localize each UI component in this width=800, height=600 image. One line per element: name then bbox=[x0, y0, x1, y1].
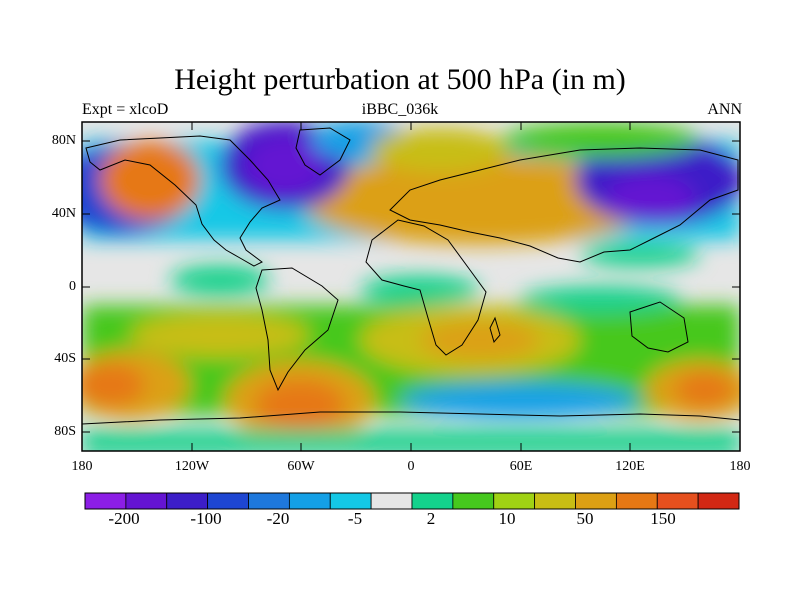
colorbar bbox=[84, 492, 740, 510]
colorbar-box bbox=[493, 492, 536, 510]
x-tick-label: 0 bbox=[407, 459, 415, 474]
colorbar-label: 50 bbox=[576, 509, 594, 528]
colorbar-label: -100 bbox=[190, 509, 222, 528]
x-tick-label: 120W bbox=[174, 459, 210, 474]
colorbar-frame bbox=[84, 492, 740, 510]
y-axis-ticks bbox=[82, 140, 740, 433]
x-tick-label: 120E bbox=[615, 459, 645, 474]
y-tick-label: 0 bbox=[69, 279, 76, 294]
colorbar-box bbox=[656, 492, 699, 510]
colorbar-box bbox=[84, 492, 127, 510]
colorbar-box bbox=[329, 492, 372, 510]
colorbar-box bbox=[125, 492, 168, 510]
colorbar-box bbox=[452, 492, 495, 510]
plot-title: Height perturbation at 500 hPa (in m) bbox=[174, 63, 626, 96]
case-label: iBBC_036k bbox=[361, 101, 439, 118]
colorbar-label: 150 bbox=[650, 509, 676, 528]
colorbar-label: 2 bbox=[426, 509, 436, 528]
x-tick-label: 60E bbox=[509, 459, 533, 474]
coastlines bbox=[82, 127, 740, 425]
colorbar-label: -20 bbox=[266, 509, 290, 528]
colorbar-box bbox=[207, 492, 249, 510]
colorbar-box bbox=[411, 492, 454, 510]
y-tick-label: 80N bbox=[51, 133, 76, 148]
colorbar-box bbox=[288, 492, 331, 510]
experiment-label: Expt = xlcoD bbox=[82, 101, 169, 118]
x-axis-ticks bbox=[81, 122, 741, 451]
colorbar-label: -200 bbox=[108, 509, 140, 528]
colorbar-box bbox=[534, 492, 576, 510]
colorbar-box bbox=[615, 492, 658, 510]
x-tick-label: 180 bbox=[71, 459, 93, 474]
colorbar-label: 10 bbox=[498, 509, 516, 528]
x-tick-label: 60W bbox=[287, 459, 315, 474]
x-tick-label: 180 bbox=[729, 459, 751, 474]
colorbar-box bbox=[697, 492, 740, 510]
y-tick-label: 40S bbox=[54, 351, 76, 366]
colorbar-label: -5 bbox=[347, 509, 363, 528]
period-label: ANN bbox=[707, 101, 742, 118]
colorbar-box bbox=[370, 492, 413, 510]
y-tick-label: 40N bbox=[51, 206, 76, 221]
colorbar-box bbox=[248, 492, 290, 510]
colorbar-box bbox=[575, 492, 617, 510]
height-field bbox=[82, 122, 740, 451]
y-tick-label: 80S bbox=[54, 424, 76, 439]
colorbar-box bbox=[166, 492, 209, 510]
